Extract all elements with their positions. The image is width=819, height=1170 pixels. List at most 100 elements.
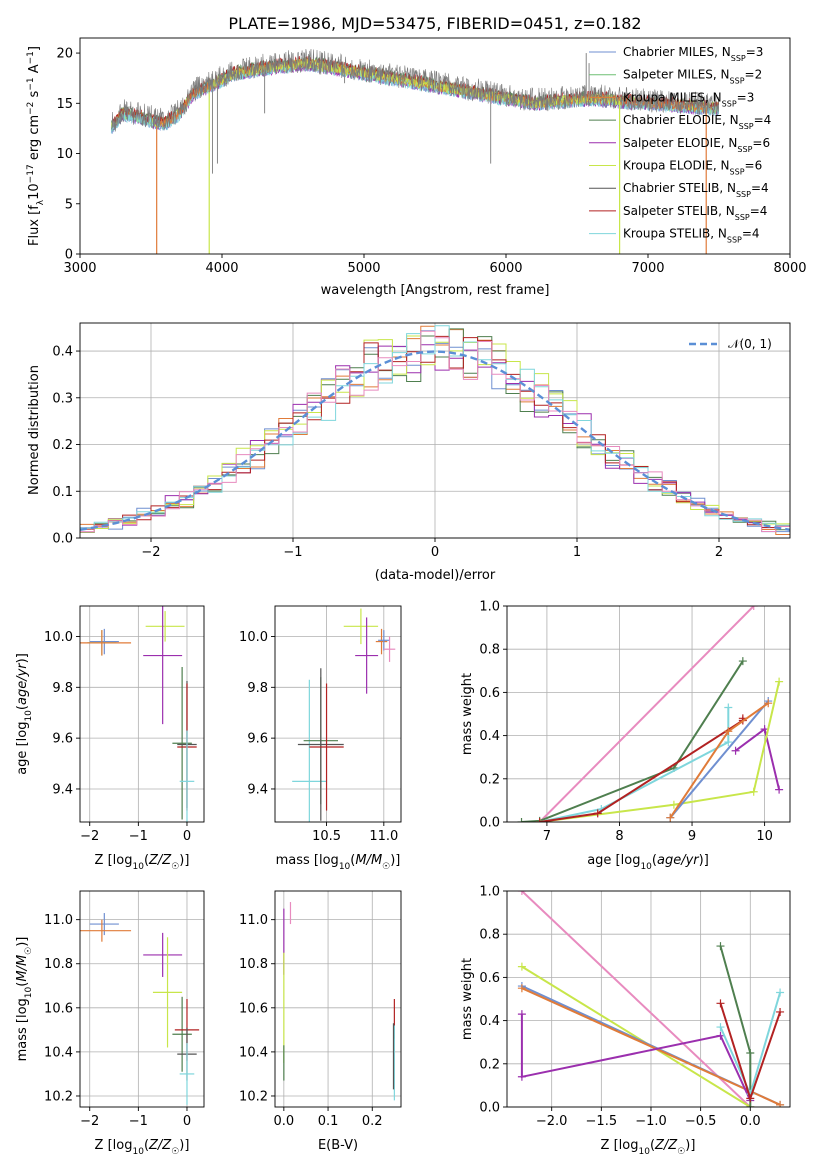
massweight-line [520,1014,752,1101]
massweight-marker [776,1100,785,1107]
age-vs-mass-ytick-label: 9.8 [247,681,268,696]
massweight-marker [764,699,773,708]
mw-vs-age-xtick-label: 9 [688,829,696,844]
mw-vs-age-plot-area [517,606,784,822]
spectrum-panel: 3000 4000 5000 6000 7000 8000 0 5 10 15 20 [56,37,807,276]
mw-vs-Z-ylabel: mass weight [460,958,475,1040]
age-vs-Z-ytick-label: 10.0 [44,630,73,645]
massweight-marker [746,1049,755,1057]
massweight-marker [746,1094,755,1103]
massweight-line [538,606,755,822]
age-vs-Z-ytick-label: 9.6 [52,732,73,747]
spectrum-legend-label: Salpeter STELIB, NSSP=4 [623,204,767,222]
residuals-ylabel: Normed distribution [27,365,42,495]
spectrum-ytick-label: 5 [65,197,73,212]
spectrum-ytick-label: 10 [56,147,73,162]
mass-vs-ebv-ytick-label: 10.8 [239,957,268,972]
spectrum-xtick-label: 4000 [205,261,238,276]
mass-vs-Z-ytick-label: 10.6 [44,1001,73,1016]
massweight-marker [775,785,784,794]
mw-vs-age-xtick-label: 7 [543,829,551,844]
residuals-plot-area [80,325,790,535]
residuals-panel: −2 −1 0 1 2 0.0 0.1 0.2 0.3 0.4 [52,322,791,560]
spectrum-legend-label: Salpeter ELODIE, NSSP=6 [623,136,770,154]
residuals-ytick-label: 0.1 [52,485,73,500]
spectrum-legend-label: Kroupa STELIB, NSSP=4 [623,227,760,245]
mw-vs-Z-xlabel: Z [log10(Z/Z☉)] [601,1138,696,1157]
mw-vs-age-panel: 7 8 9 10 0.0 0.2 0.4 0.6 0.8 1.0 [479,600,791,844]
mw-vs-Z-ytick-label: 1.0 [479,885,500,900]
massweight-line [521,987,781,1106]
age-vs-mass-xlabel: mass [log10(M/M☉)] [276,853,401,872]
massweight-line [539,718,744,822]
massweight-marker [517,1072,526,1081]
mass-vs-ebv-xtick-label: 0.2 [362,1114,383,1129]
massweight-marker [716,942,725,951]
massweight-marker [724,703,733,712]
spectrum-data-line [110,48,719,132]
mass-vs-Z-ytick-label: 10.8 [44,957,73,972]
mass-vs-ebv-ytick-label: 10.6 [239,1001,268,1016]
massweight-line [539,707,730,822]
spectrum-ytick-label: 20 [56,47,73,62]
mass-vs-Z-ytick-label: 10.4 [44,1045,73,1060]
mw-vs-age-ytick-label: 0.2 [479,772,500,787]
age-vs-Z-ytick-label: 9.8 [52,681,73,696]
mw-vs-Z-xtick-label: −1.5 [586,1114,618,1129]
spectrum-ytick-label: 0 [65,248,73,263]
mass-vs-Z-ylabel: mass [log10(M/M☉)] [15,937,34,1062]
mass-vs-ebv-plot-area [283,902,395,1101]
residuals-legend-label: 𝒩(0, 1) [728,337,772,351]
massweight-line [669,700,769,819]
mass-vs-Z-frame [79,890,205,1108]
age-vs-Z-xtick-label: 0 [183,829,191,844]
mw-vs-age-ytick-label: 0.8 [479,643,500,658]
mw-vs-Z-ytick-label: 0.0 [479,1101,500,1116]
spectrum-legend-label: Salpeter MILES, NSSP=2 [623,68,762,86]
spectrum-ytick-label: 15 [56,97,73,112]
massweight-marker [517,891,526,895]
mw-vs-Z-ytick-label: 0.4 [479,1014,500,1029]
mw-vs-Z-xtick-label: 0.0 [740,1114,761,1129]
massweight-marker [775,677,784,686]
massweight-marker [776,1007,785,1016]
massweight-marker [517,984,526,993]
massweight-marker [716,1023,725,1032]
spectrum-xtick-label: 5000 [347,261,380,276]
mw-vs-age-ytick-label: 0.0 [479,816,500,831]
massweight-line [735,727,781,790]
massweight-marker [669,800,678,809]
mass-vs-Z-xtick-label: 0 [183,1114,191,1129]
age-vs-mass-xtick-label: 10.5 [312,829,341,844]
age-vs-Z-xtick-label: −1 [129,829,148,844]
massweight-marker [724,727,733,736]
massweight-marker [738,657,747,666]
mw-vs-Z-frame [506,890,791,1108]
age-vs-mass-plot-area [292,608,396,822]
mass-vs-Z-ytick-label: 11.0 [44,913,73,928]
mass-vs-Z-plot-area [80,913,200,1105]
massweight-marker [517,1010,526,1019]
mw-vs-age-ytick-label: 0.6 [479,686,500,701]
spectrum-xtick-label: 3000 [63,261,96,276]
residuals-xtick-label: 0 [431,545,439,560]
mw-vs-age-xtick-label: 8 [615,829,623,844]
massweight-marker [746,1103,755,1107]
spectrum-legend-label: Kroupa ELODIE, NSSP=6 [623,159,762,177]
mw-vs-Z-ytick-label: 0.8 [479,928,500,943]
age-vs-Z-xlabel: Z [log10(Z/Z☉)] [95,853,190,872]
mw-vs-Z-xtick-label: −2.0 [536,1114,568,1129]
massweight-marker [517,818,526,822]
mw-vs-Z-ytick-label: 0.6 [479,971,500,986]
residual-histogram [80,330,790,533]
gaussian-curve [80,350,790,531]
age-vs-Z-frame [79,605,205,823]
spectrum-legend-label: Kroupa MILES, NSSP=3 [623,90,754,108]
mass-vs-ebv-panel: 0.0 0.1 0.2 10.2 10.4 10.6 10.8 11.0 [239,890,402,1129]
mw-vs-age-xlabel: age [log10(age/yr)] [587,853,709,872]
age-vs-mass-ytick-label: 10.0 [239,630,268,645]
massweight-line [521,965,751,1107]
mass-vs-ebv-xtick-label: 0.0 [273,1114,294,1129]
massweight-marker [776,988,785,997]
residuals-xtick-label: 2 [715,545,723,560]
